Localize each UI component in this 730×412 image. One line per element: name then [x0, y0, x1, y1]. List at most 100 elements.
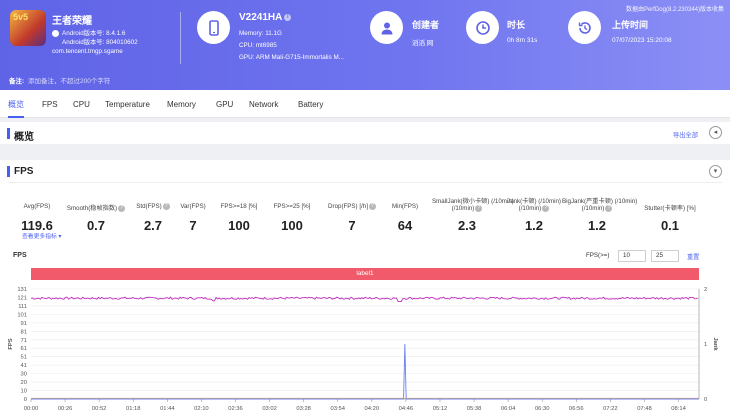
app-name: 王者荣耀 [52, 16, 92, 27]
metric-value: 2.3 [457, 218, 477, 233]
help-icon[interactable]: ? [475, 205, 483, 212]
device-cpu: CPU: mt6985 [239, 42, 277, 49]
note-bar: 备注: 添加备注，不超过200个字符 [0, 70, 730, 90]
jank-series-line [31, 343, 699, 400]
device-memory: Memory: 11.1G [239, 30, 282, 37]
metric-label-line: FPS>=18 [%] [220, 203, 258, 210]
phone-icon [197, 11, 230, 44]
help-icon[interactable]: ? [118, 204, 126, 212]
x-tick-label: 04:46 [399, 406, 414, 412]
metric-value: 0.1 [660, 218, 680, 233]
x-tick-label: 07:48 [637, 406, 652, 412]
y-tick-label: 121 [17, 295, 27, 301]
help-icon[interactable]: ? [162, 203, 170, 210]
source-note: 数据由PerfDog(8.2.230344)版本收集 [625, 7, 724, 13]
y-tick-label: 41 [21, 363, 27, 369]
fps-threshold-1-input[interactable]: 10 [618, 250, 646, 262]
overview-card: 概览 导出全部 ◂ [0, 122, 730, 144]
fps-chart[interactable]: 0 10 20 30 41 51 61 71 81 91 101 111 121 131 0 1 2 00:00 0… [0, 280, 730, 412]
metric-label-line: Smooth(稳帧指数)? [61, 203, 131, 212]
metric-value: 64 [397, 218, 413, 233]
x-tick-label: 07:22 [603, 406, 618, 412]
tab-temperature[interactable]: Temperature [105, 100, 150, 109]
metric-label-line: (/10min)? [432, 205, 502, 212]
y-tick-label: 10 [21, 389, 27, 395]
creator-label: 创建者 [412, 20, 440, 30]
x-tick-label: 01:44 [160, 406, 175, 412]
tab-battery[interactable]: Battery [298, 100, 324, 109]
y-tick-label: 71 [21, 338, 27, 344]
collapse-left-icon[interactable]: ◂ [709, 126, 722, 139]
tab-network[interactable]: Network [249, 100, 279, 109]
y-tick-label: 0 [24, 397, 27, 403]
metric-label: FPS>=25 [%] [257, 203, 327, 210]
y-tick-label: 91 [21, 321, 27, 327]
overview-title: 概览 [14, 132, 34, 143]
metric-label-line: Var(FPS) [180, 203, 206, 210]
metric-label-line: Min(FPS) [391, 203, 419, 210]
y-tick-label: 111 [18, 304, 27, 310]
tab-fps[interactable]: FPS [42, 100, 58, 109]
y-tick-label: 131 [17, 287, 27, 293]
metric-value: 0.7 [86, 218, 106, 233]
metric-label-line: Jank(卡顿) (/10min) [507, 198, 561, 205]
metric-label-line: SmallJank(微小卡顿) (/10min) [432, 198, 514, 205]
metric-value: 7 [348, 218, 356, 233]
chevron-down-icon[interactable]: ▾ [709, 165, 722, 178]
info-icon[interactable]: i [284, 13, 292, 21]
duration-value: 0h 8m 31s [507, 37, 538, 44]
metric-label: SmallJank(微小卡顿) (/10min) (/10min)? [432, 196, 514, 212]
metric-label-line: Drop(FPS) [/h]? [317, 203, 387, 210]
fps-threshold-label: FPS(>=) [586, 252, 610, 259]
upload-label: 上传时间 [612, 20, 649, 30]
report-header: 5v5 王者荣耀 Android版本号: 8.4.1.6 Android版本号:… [0, 0, 730, 90]
metric-value: 2.7 [143, 218, 163, 233]
export-all-link[interactable]: 导出全部 [672, 132, 698, 139]
metric-value: 1.2 [524, 218, 544, 233]
x-tick-label: 04:20 [365, 406, 380, 412]
tab-memory[interactable]: Memory [167, 100, 196, 109]
help-icon[interactable]: ? [542, 205, 550, 212]
metric-label: Min(FPS) [370, 203, 440, 210]
app-icon: 5v5 [10, 10, 46, 46]
help-icon[interactable]: ? [605, 205, 613, 212]
package-name: com.tencent.tmgp.sgame [52, 48, 123, 55]
x-tick-label: 03:28 [296, 406, 311, 412]
metric-label-line: Stutter(卡顿率) [%] [644, 205, 696, 212]
tab-cpu[interactable]: CPU [73, 100, 90, 109]
metric-label: BigJank(严重卡顿) (/10min) (/10min)? [562, 196, 638, 212]
note-label: 备注: [9, 78, 25, 85]
metric-label: Avg(FPS) [2, 203, 72, 210]
creator-value: 滔滔 网 [412, 40, 434, 47]
metric-label: FPS>=18 [%] [204, 203, 274, 210]
section-marker [7, 166, 10, 177]
more-metrics-link[interactable]: 查看更多指标 ▾ [22, 234, 62, 240]
label-bar[interactable]: label1 [31, 268, 699, 280]
history-icon [568, 11, 601, 44]
y-tick-label: 101 [17, 312, 27, 318]
tab-bar: 概览 FPS CPU Temperature Memory GPU Network Batte… [0, 92, 730, 118]
user-icon [370, 11, 403, 44]
y-tick-label: 51 [21, 355, 27, 361]
y2-tick-label: 2 [704, 287, 707, 293]
y-tick-label: 30 [21, 372, 27, 378]
help-icon[interactable]: ? [368, 203, 376, 210]
fps-threshold-2-input[interactable]: 25 [651, 250, 679, 262]
y-tick-label: 61 [21, 346, 27, 352]
x-tick-label: 01:18 [126, 406, 141, 412]
metric-value: 1.2 [587, 218, 607, 233]
metric-value: 100 [228, 218, 250, 233]
tab-gpu[interactable]: GPU [216, 100, 234, 109]
x-tick-label: 02:36 [228, 406, 243, 412]
fps-title: FPS [14, 166, 34, 177]
android-code: Android版本号: 804010602 [62, 39, 138, 46]
duration-label: 时长 [507, 20, 526, 30]
metric-label-line: Avg(FPS) [23, 203, 51, 210]
device-gpu: GPU: ARM Mali-G715-Immortalis M... [239, 54, 344, 61]
tab-概览[interactable]: 概览 [8, 92, 24, 118]
metric-label-line: BigJank(严重卡顿) (/10min) [562, 198, 638, 205]
x-tick-label: 03:54 [330, 406, 345, 412]
note-input[interactable]: 添加备注，不超过200个字符 [28, 78, 111, 85]
metric-label-line: Std(FPS)? [118, 203, 188, 210]
reset-link[interactable]: 重置 [687, 254, 700, 261]
